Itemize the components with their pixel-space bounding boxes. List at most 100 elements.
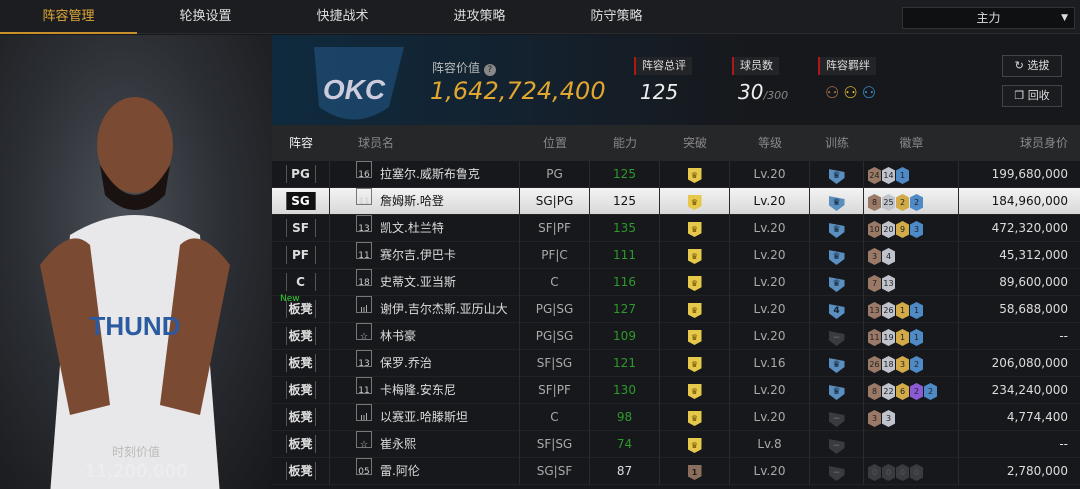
slot-badge: 板凳 (285, 327, 316, 345)
table-row[interactable]: 板凳 New ııl 谢伊.吉尔杰斯.亚历山大 PG|SG 127 ♛ Lv.20 4 13 26 1… (272, 294, 1080, 323)
tab-3[interactable]: 进攻策略 (453, 9, 506, 24)
training-empty-icon[interactable]: − (828, 331, 845, 346)
silver-badge-icon: 26 (882, 302, 895, 319)
badge-list[interactable]: 11 19 1 1 (868, 323, 924, 350)
training-shield-icon[interactable]: ♛ (828, 277, 845, 292)
player-name[interactable]: 保罗.乔治 (380, 356, 432, 370)
player-name[interactable]: 卡梅隆.安东尼 (380, 383, 456, 397)
tab-4[interactable]: 防守策略 (590, 9, 643, 24)
table-row[interactable]: SF 13 凯文.杜兰特 SF|PF 135 ♛ Lv.20 ♛ 10 20 9 3 472,320,0… (272, 215, 1080, 242)
player-name[interactable]: 赛尔吉.伊巴卡 (380, 248, 456, 262)
lineup-dropdown[interactable]: 主力 ▼ (902, 7, 1075, 29)
badge-list[interactable]: 10 20 9 3 (868, 215, 924, 242)
bronze-badge-icon: 8 (868, 383, 881, 400)
training-empty-icon[interactable]: − (828, 466, 845, 481)
bronze-link-icon[interactable]: ⚇ (825, 83, 840, 102)
slot-badge: SG (285, 192, 316, 210)
table-row[interactable]: 板凳 ☆ 林书豪 PG|SG 109 ♛ Lv.20−11 19 1 1 -- (272, 323, 1080, 350)
svg-text:THUND: THUND (90, 311, 181, 341)
dark-badge-icon: 0 (882, 464, 895, 481)
rating: 125 (590, 161, 660, 188)
gold-link-icon[interactable]: ⚇ (843, 83, 858, 102)
header-4[interactable]: 突破 (682, 136, 707, 150)
table-row[interactable]: 板凳 05 雷.阿伦 SG|SF 87 1 Lv.20−0 0 0 0 2,780,000 (272, 458, 1080, 485)
training-shield-icon[interactable]: ♛ (828, 385, 845, 400)
table-row[interactable]: SG 11 詹姆斯.哈登 SG|PG 125 ♛ Lv.20 ♛ 8 25 2 2 184,960,00… (272, 188, 1080, 215)
breakthrough-crown-icon[interactable]: ♛ (687, 276, 702, 291)
position: SF|PF (520, 215, 590, 242)
level: Lv.20 (730, 377, 810, 404)
breakthrough-level-icon[interactable]: 1 (687, 465, 702, 480)
badge-list[interactable]: 8 25 2 2 (868, 188, 924, 215)
level: Lv.20 (730, 296, 810, 323)
breakthrough-crown-icon[interactable]: ♛ (687, 438, 702, 453)
breakthrough-crown-icon[interactable]: ♛ (687, 303, 702, 318)
player-name[interactable]: 史蒂文.亚当斯 (380, 275, 456, 289)
player-name[interactable]: 林书豪 (380, 329, 417, 343)
new-tag: New (280, 294, 300, 304)
badge-list[interactable]: 7 13 (868, 269, 896, 296)
player-name[interactable]: 拉塞尔.威斯布鲁克 (380, 167, 480, 181)
header-0[interactable]: 阵容 (288, 136, 313, 150)
header-1[interactable]: 球员名 (358, 136, 395, 150)
rating: 98 (590, 404, 660, 431)
training-shield-icon[interactable]: ♛ (828, 223, 845, 238)
header-8[interactable]: 球员身价 (1019, 136, 1068, 150)
player-name[interactable]: 崔永熙 (380, 437, 417, 451)
table-row[interactable]: C 18 史蒂文.亚当斯 C 116 ♛ Lv.20 ♛ 7 13 89,600,000 (272, 269, 1080, 296)
badge-list[interactable]: 13 26 1 1 (868, 296, 924, 323)
table-row[interactable]: PG 16 拉塞尔.威斯布鲁克 PG 125 ♛ Lv.20 ♛ 24 14 1 199,680,00… (272, 161, 1080, 188)
help-icon[interactable]: ? (483, 64, 496, 76)
breakthrough-crown-icon[interactable]: ♛ (687, 195, 702, 210)
top-nav: 阵容管理 轮换设置 快捷战术 进攻策略 防守策略 主力 ▼ (0, 0, 1080, 34)
table-row[interactable]: 板凳 ııl 以赛亚.哈滕斯坦 C 98 ♛ Lv.20 − 3 3 4,774,400 (272, 404, 1080, 431)
breakthrough-crown-icon[interactable]: ♛ (687, 249, 702, 264)
badge-list[interactable]: 8 22 6 2 2 (868, 377, 938, 404)
table-row[interactable]: PF 11 赛尔吉.伊巴卡 PF|C 111 ♛ Lv.20 ♛ 3 4 45,312,000 (272, 242, 1080, 269)
training-shield-icon[interactable]: ♛ (828, 196, 845, 211)
player-name[interactable]: 谢伊.吉尔杰斯.亚历山大 (380, 302, 508, 316)
training-shield-icon[interactable]: ♛ (828, 358, 845, 373)
tab-1[interactable]: 轮换设置 (179, 9, 232, 24)
breakthrough-crown-icon[interactable]: ♛ (687, 411, 702, 426)
training-shield-icon[interactable]: 4 (828, 304, 845, 319)
training-empty-icon[interactable]: − (828, 412, 845, 427)
tab-0[interactable]: 阵容管理 (0, 0, 137, 34)
rating: 74 (590, 431, 660, 458)
table-row[interactable]: 板凳 11 卡梅隆.安东尼 SF|PF 130 ♛ Lv.20 ♛ 8 22 6 2 2 234,240,… (272, 377, 1080, 404)
training-empty-icon[interactable]: − (828, 439, 845, 454)
player-price: -- (1059, 329, 1068, 343)
level: Lv.20 (730, 323, 810, 350)
training-shield-icon[interactable]: ♛ (828, 169, 845, 184)
copy-icon: ❐ (1014, 89, 1025, 102)
blue-link-icon[interactable]: ⚇ (861, 83, 877, 102)
recycle-button[interactable]: ❐ 回收 (1002, 85, 1062, 107)
table-row[interactable]: 板凳 13 保罗.乔治 SF|SG 121 ♛ Lv.16 ♛ 26 18 3 2 206,080,00… (272, 350, 1080, 377)
header-6[interactable]: 训练 (824, 136, 849, 150)
header-3[interactable]: 能力 (612, 136, 637, 150)
header-5[interactable]: 等级 (757, 136, 782, 150)
header-7[interactable]: 徽章 (899, 136, 924, 150)
player-name[interactable]: 詹姆斯.哈登 (380, 194, 444, 208)
player-count-label: 球员数 (732, 57, 779, 75)
breakthrough-crown-icon[interactable]: ♛ (687, 330, 702, 345)
header-2[interactable]: 位置 (542, 136, 567, 150)
breakthrough-crown-icon[interactable]: ♛ (687, 357, 702, 372)
breakthrough-crown-icon[interactable]: ♛ (687, 168, 702, 183)
player-name[interactable]: 雷.阿伦 (380, 464, 420, 478)
select-button[interactable]: ↻ 选拔 (1002, 55, 1062, 77)
table-row[interactable]: 板凳 ☆ 崔永熙 SF|SG 74 ♛ Lv.8 − -- (272, 431, 1080, 458)
player-name[interactable]: 以赛亚.哈滕斯坦 (380, 410, 468, 424)
breakthrough-crown-icon[interactable]: ♛ (687, 222, 702, 237)
training-shield-icon[interactable]: ♛ (828, 250, 845, 265)
badge-list[interactable]: 24 14 1 (868, 161, 910, 188)
tab-2[interactable]: 快捷战术 (316, 9, 369, 24)
badge-list[interactable]: 26 18 3 2 (868, 350, 924, 377)
player-name[interactable]: 凯文.杜兰特 (380, 221, 444, 235)
breakthrough-crown-icon[interactable]: ♛ (687, 384, 702, 399)
lineup-value-label: 阵容价值 (432, 61, 481, 75)
svg-text:OKC: OKC (323, 74, 386, 105)
